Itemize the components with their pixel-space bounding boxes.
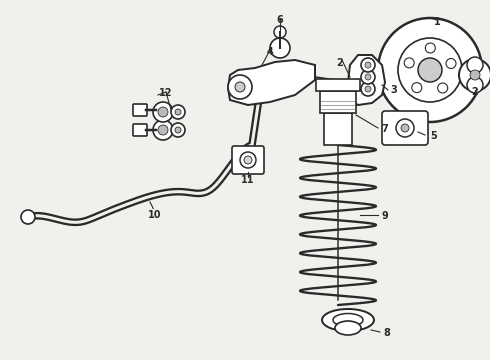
- FancyBboxPatch shape: [133, 124, 147, 136]
- Text: 7: 7: [381, 124, 388, 134]
- Text: 10: 10: [148, 210, 162, 220]
- Text: 12: 12: [159, 88, 173, 98]
- Circle shape: [171, 105, 185, 119]
- FancyBboxPatch shape: [232, 146, 264, 174]
- Polygon shape: [228, 60, 315, 105]
- Circle shape: [412, 82, 422, 93]
- Circle shape: [240, 152, 256, 168]
- Circle shape: [459, 59, 490, 91]
- Circle shape: [378, 18, 482, 122]
- Text: 2: 2: [337, 58, 343, 68]
- Bar: [324, 113, 352, 145]
- Polygon shape: [348, 55, 385, 105]
- Circle shape: [401, 124, 409, 132]
- Circle shape: [235, 82, 245, 92]
- Text: 5: 5: [430, 131, 437, 141]
- Text: 2: 2: [472, 87, 478, 97]
- Circle shape: [175, 109, 181, 115]
- Text: 8: 8: [383, 328, 390, 338]
- Ellipse shape: [322, 309, 374, 331]
- Text: 11: 11: [241, 175, 255, 185]
- Text: 1: 1: [434, 17, 441, 27]
- Circle shape: [438, 83, 448, 93]
- Circle shape: [175, 127, 181, 133]
- Circle shape: [270, 38, 290, 58]
- Circle shape: [470, 70, 480, 80]
- Text: 9: 9: [381, 211, 388, 221]
- Text: 6: 6: [277, 15, 283, 25]
- Bar: [320, 91, 356, 113]
- Circle shape: [274, 26, 286, 38]
- Circle shape: [365, 86, 371, 92]
- Text: 4: 4: [267, 47, 273, 57]
- Bar: [316, 79, 360, 91]
- Circle shape: [418, 58, 442, 82]
- FancyBboxPatch shape: [382, 111, 428, 145]
- Circle shape: [467, 77, 483, 93]
- Circle shape: [361, 58, 375, 72]
- Circle shape: [153, 102, 173, 122]
- Circle shape: [21, 210, 35, 224]
- Circle shape: [396, 119, 414, 137]
- Polygon shape: [338, 83, 350, 98]
- Circle shape: [158, 107, 168, 117]
- Circle shape: [446, 58, 456, 68]
- Circle shape: [404, 58, 414, 68]
- Circle shape: [365, 74, 371, 80]
- Circle shape: [361, 70, 375, 84]
- Circle shape: [361, 82, 375, 96]
- Text: 3: 3: [390, 85, 397, 95]
- Circle shape: [228, 75, 252, 99]
- FancyBboxPatch shape: [133, 104, 147, 116]
- Circle shape: [467, 57, 483, 73]
- Circle shape: [244, 156, 252, 164]
- Circle shape: [398, 38, 462, 102]
- Ellipse shape: [335, 321, 361, 335]
- Ellipse shape: [333, 314, 363, 327]
- Circle shape: [153, 120, 173, 140]
- Circle shape: [365, 62, 371, 68]
- Circle shape: [171, 123, 185, 137]
- Circle shape: [158, 125, 168, 135]
- Circle shape: [425, 43, 435, 53]
